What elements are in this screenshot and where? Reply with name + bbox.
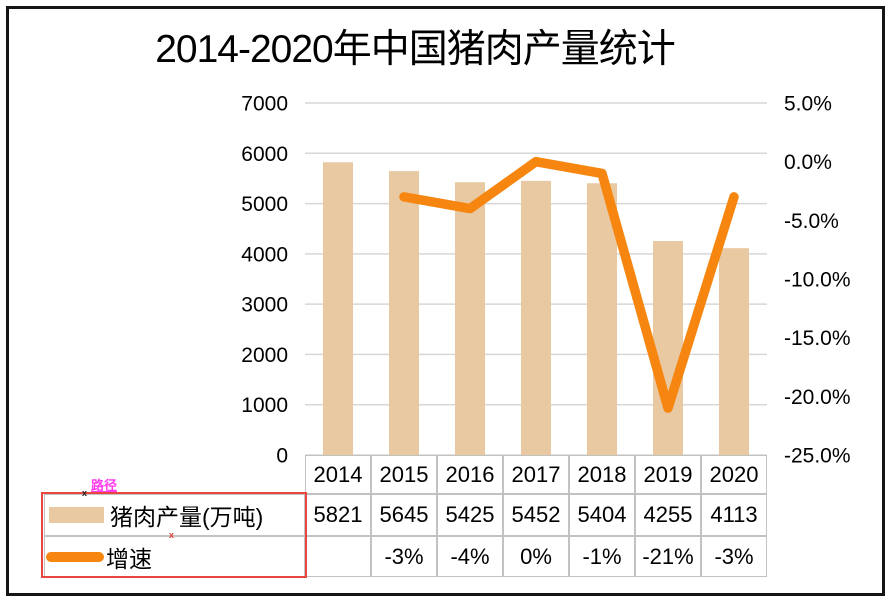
annotation-x-mark: x: [169, 530, 175, 540]
growth-value-cell: -3%: [371, 536, 437, 577]
chart-frame-border: [6, 6, 885, 596]
year-header-cell: 2018: [569, 455, 635, 494]
right-axis-tick: -10.0%: [784, 269, 851, 292]
year-header-cell: 2014: [305, 455, 371, 494]
right-axis-tick: -25.0%: [784, 445, 851, 468]
left-axis-tick: 5000: [241, 193, 288, 216]
line-legend-swatch: [46, 551, 104, 562]
production-value-cell: 5452: [503, 494, 569, 536]
left-axis-tick: 7000: [241, 93, 288, 116]
production-value-cell: 5404: [569, 494, 635, 536]
bar-2019: [653, 241, 683, 455]
year-header-cell: 2015: [371, 455, 437, 494]
bar-2020: [719, 248, 749, 455]
growth-value-cell: 0%: [503, 536, 569, 577]
left-axis-tick: 2000: [241, 344, 288, 367]
year-header-cell: 2019: [635, 455, 701, 494]
left-axis-tick: 1000: [241, 394, 288, 417]
left-axis-tick: 3000: [241, 294, 288, 317]
bar-2018: [587, 183, 617, 456]
growth-line-series: [399, 156, 739, 413]
left-axis-tick: 4000: [241, 243, 288, 266]
legend-label-growth: 增速: [106, 545, 152, 572]
bar-2016: [455, 182, 485, 455]
right-axis-tick: 5.0%: [784, 93, 832, 116]
chart-title: 2014-2020年中国猪肉产量统计: [155, 28, 676, 71]
bar-legend-swatch: [49, 507, 104, 523]
bar-2015: [389, 171, 419, 455]
production-value-cell: 5645: [371, 494, 437, 536]
right-axis-tick: -15.0%: [784, 327, 851, 350]
year-header-cell: 2017: [503, 455, 569, 494]
growth-value-cell: -21%: [635, 536, 701, 577]
growth-value-cell: -3%: [701, 536, 767, 577]
growth-value-cell: -4%: [437, 536, 503, 577]
left-axis-tick: 6000: [241, 143, 288, 166]
bar-2017: [521, 180, 551, 455]
annotation-path-label: 路径: [91, 478, 118, 493]
right-axis-tick: 0.0%: [784, 151, 832, 174]
left-axis-tick: 0: [276, 445, 288, 468]
growth-value-cell: [305, 536, 371, 577]
legend-item-growth: 增速: [44, 536, 305, 577]
legend-label-production: 猪肉产量(万吨): [110, 504, 264, 530]
annotation-x-mark: x: [82, 488, 88, 498]
growth-value-cell: -1%: [569, 536, 635, 577]
right-axis-tick: -20.0%: [784, 386, 851, 409]
year-header-cell: 2020: [701, 455, 767, 494]
bar-2014: [323, 162, 353, 455]
right-axis-tick: -5.0%: [784, 210, 839, 233]
production-value-cell: 4255: [635, 494, 701, 536]
year-header-cell: 2016: [437, 455, 503, 494]
production-value-cell: 4113: [701, 494, 767, 536]
legend-item-production: 猪肉产量(万吨): [44, 494, 305, 536]
production-value-cell: 5425: [437, 494, 503, 536]
production-value-cell: 5821: [305, 494, 371, 536]
